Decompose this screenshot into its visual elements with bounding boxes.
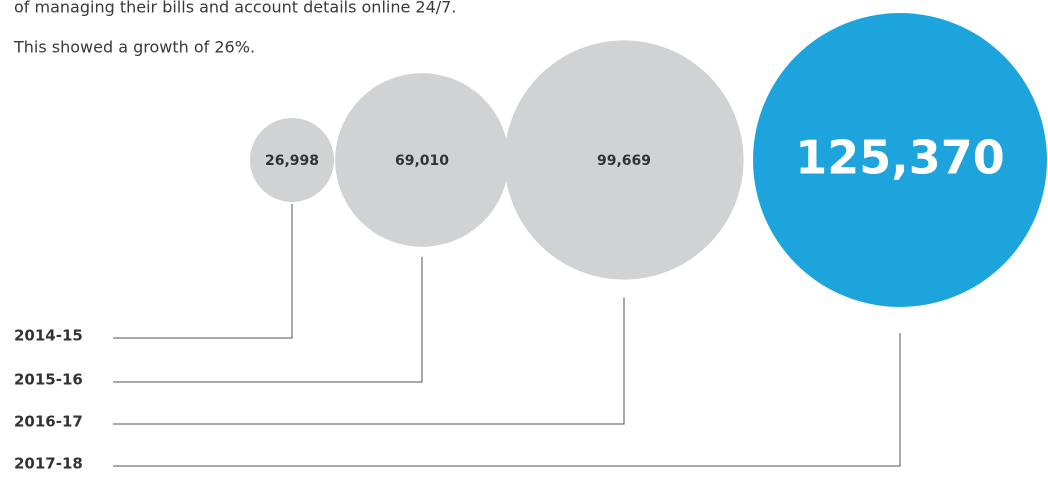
category-label: 2015-16	[14, 371, 83, 389]
value-label: 26,998	[265, 153, 319, 169]
category-label: 2016-17	[14, 413, 83, 431]
bubble	[504, 40, 744, 280]
bubble	[753, 13, 1047, 307]
value-label: 69,010	[395, 153, 449, 169]
leader-line	[113, 333, 901, 467]
leader-line	[113, 204, 293, 339]
intro-line: of managing their bills and account deta…	[14, 0, 456, 17]
bubble	[250, 118, 334, 202]
leader-line	[113, 297, 625, 425]
leader-line	[113, 256, 423, 383]
intro-line: This showed a growth of 26%.	[13, 38, 255, 57]
category-label: 2014-15	[14, 327, 83, 345]
value-label: 99,669	[597, 153, 651, 169]
bubble	[335, 73, 509, 247]
value-label: 125,370	[795, 131, 1005, 185]
category-label: 2017-18	[14, 455, 83, 473]
